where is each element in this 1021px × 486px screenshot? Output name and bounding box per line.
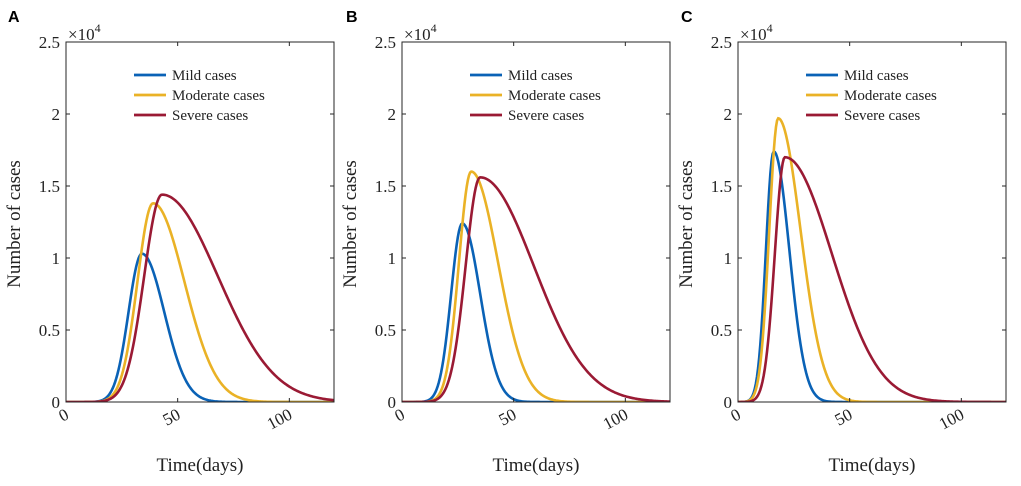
legend-entry: Severe cases xyxy=(844,108,920,124)
y-tick-label: 1.5 xyxy=(711,177,732,196)
y-tick-label: 0.5 xyxy=(711,321,732,340)
legend: Mild cases Moderate cases Severe cases xyxy=(470,68,601,124)
y-tick-label: 0 xyxy=(724,393,733,412)
y-tick-label: 2.5 xyxy=(39,33,60,52)
y-multiplier: ×104 xyxy=(404,21,437,44)
x-tick-label: 0 xyxy=(55,405,71,426)
y-tick-label: 1 xyxy=(52,249,61,268)
legend: Mild cases Moderate cases Severe cases xyxy=(806,68,937,124)
x-tick-label: 0 xyxy=(391,405,407,426)
y-tick-label: 0.5 xyxy=(375,321,396,340)
panel-letter: C xyxy=(681,9,693,26)
series-line-moderate-cases xyxy=(66,201,334,402)
legend-entry: Mild cases xyxy=(172,68,237,84)
axes-box xyxy=(65,41,335,403)
legend-entry: Mild cases xyxy=(844,68,909,84)
axes-box xyxy=(737,41,1007,403)
y-tick-label: 0 xyxy=(52,393,61,412)
y-tick-label: 2 xyxy=(388,105,397,124)
y-tick-label: 2.5 xyxy=(711,33,732,52)
series-line-severe-cases xyxy=(738,155,1006,402)
y-multiplier: ×104 xyxy=(740,21,773,44)
x-axis-label: Time(days) xyxy=(493,455,580,476)
series-line-mild-cases xyxy=(738,149,1006,402)
y-tick-label: 2 xyxy=(724,105,733,124)
y-tick-label: 1.5 xyxy=(375,177,396,196)
series-line-severe-cases xyxy=(66,193,334,402)
series-line-mild-cases xyxy=(402,221,670,402)
y-multiplier: ×104 xyxy=(68,21,101,44)
panel-letter: B xyxy=(346,9,358,26)
y-tick-label: 1 xyxy=(724,249,733,268)
panel-letter: A xyxy=(8,9,20,26)
legend-entry: Severe cases xyxy=(508,108,584,124)
y-axis-label: Number of cases xyxy=(676,160,697,288)
y-tick-label: 0 xyxy=(388,393,397,412)
legend-entry: Moderate cases xyxy=(508,88,601,104)
x-axis-label: Time(days) xyxy=(157,455,244,476)
y-tick-label: 1.5 xyxy=(39,177,60,196)
x-tick-label: 100 xyxy=(600,405,631,434)
x-tick-label: 0 xyxy=(727,405,743,426)
legend-entry: Moderate cases xyxy=(172,88,265,104)
panel-c: C 0 0.5 1 1.5 2 2.5 0 50 100 ×104 Time(days) Number … xyxy=(676,9,1007,476)
x-tick-label: 50 xyxy=(496,405,520,430)
series-line-moderate-cases xyxy=(402,170,670,402)
legend-entry: Mild cases xyxy=(508,68,573,84)
panel-a: A 0 0.5 1 1.5 2 2.5 0 50 100 ×104 Time(days) Number … xyxy=(4,9,335,476)
legend-entry: Severe cases xyxy=(172,108,248,124)
legend: Mild cases Moderate cases Severe cases xyxy=(134,68,265,124)
x-tick-label: 100 xyxy=(936,405,967,434)
y-axis-label: Number of cases xyxy=(340,160,361,288)
x-axis-label: Time(days) xyxy=(829,455,916,476)
legend-entry: Moderate cases xyxy=(844,88,937,104)
y-axis-label: Number of cases xyxy=(4,160,25,288)
axes-box xyxy=(401,41,671,403)
panel-b: B 0 0.5 1 1.5 2 2.5 0 50 100 ×104 Time(days) Number … xyxy=(340,9,671,476)
x-tick-label: 100 xyxy=(264,405,295,434)
y-tick-label: 0.5 xyxy=(39,321,60,340)
x-tick-label: 50 xyxy=(160,405,184,430)
series-line-mild-cases xyxy=(66,252,334,402)
y-tick-label: 1 xyxy=(388,249,397,268)
x-tick-label: 50 xyxy=(832,405,856,430)
y-tick-label: 2 xyxy=(52,105,61,124)
series-line-severe-cases xyxy=(402,176,670,402)
y-tick-label: 2.5 xyxy=(375,33,396,52)
